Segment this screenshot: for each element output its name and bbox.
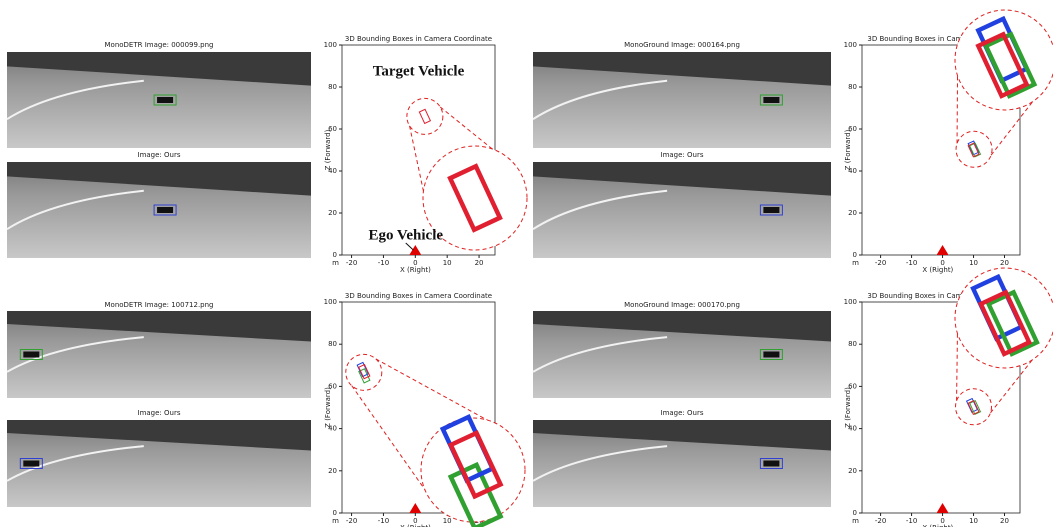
x-tick-label: 20 xyxy=(475,259,484,267)
x-tick-label: -20 xyxy=(346,259,357,267)
car xyxy=(23,352,39,358)
y-axis-label: Z (Forward) xyxy=(844,129,852,170)
y-tick-label: 80 xyxy=(848,83,857,91)
x-tick-label: 20 xyxy=(1000,259,1009,267)
plot-title: 3D Bounding Boxes in Camera Coordinate xyxy=(345,35,492,43)
car xyxy=(157,97,173,103)
y-tick-label: 20 xyxy=(848,209,857,217)
image-title: Image: Ours xyxy=(661,151,704,159)
plot-title: 3D Bounding Boxes in Camera Coordinate xyxy=(345,292,492,300)
unit-label: m xyxy=(852,517,859,525)
x-tick-label: -10 xyxy=(378,517,389,525)
unit-label: m xyxy=(852,259,859,267)
y-tick-label: 0 xyxy=(333,251,337,259)
image-title: MonoDETR Image: 100712.png xyxy=(105,301,214,309)
y-tick-label: 20 xyxy=(328,467,337,475)
unit-label: m xyxy=(332,517,339,525)
y-tick-label: 100 xyxy=(324,41,337,49)
x-axis-label: X (Right) xyxy=(922,266,953,274)
y-tick-label: 80 xyxy=(848,340,857,348)
x-tick-label: -20 xyxy=(875,517,886,525)
x-tick-label: -10 xyxy=(906,259,917,267)
y-tick-label: 80 xyxy=(328,83,337,91)
car xyxy=(23,461,39,467)
image-title: MonoGround Image: 000164.png xyxy=(624,41,740,49)
x-tick-label: -20 xyxy=(875,259,886,267)
x-tick-label: 10 xyxy=(443,517,452,525)
unit-label: m xyxy=(332,259,339,267)
car xyxy=(763,207,779,213)
y-tick-label: 80 xyxy=(328,340,337,348)
car xyxy=(763,461,779,467)
x-tick-label: -20 xyxy=(346,517,357,525)
annotation: Ego Vehicle xyxy=(368,227,443,243)
x-tick-label: 10 xyxy=(969,259,978,267)
y-tick-label: 100 xyxy=(324,298,337,306)
image-title: Image: Ours xyxy=(138,151,181,159)
y-tick-label: 100 xyxy=(844,41,857,49)
x-tick-label: -10 xyxy=(378,259,389,267)
y-tick-label: 0 xyxy=(853,251,857,259)
image-title: MonoGround Image: 000170.png xyxy=(624,301,740,309)
x-axis-label: X (Right) xyxy=(400,266,431,274)
y-tick-label: 100 xyxy=(844,298,857,306)
image-title: MonoDETR Image: 000099.png xyxy=(105,41,214,49)
car xyxy=(763,97,779,103)
annotation: Target Vehicle xyxy=(373,63,465,79)
x-tick-label: 10 xyxy=(443,259,452,267)
image-title: Image: Ours xyxy=(661,409,704,417)
figure: MonoDETR Image: 000099.png Image: Ours 3D … xyxy=(0,0,1053,527)
y-axis-label: Z (Forward) xyxy=(324,129,332,170)
y-tick-label: 20 xyxy=(848,467,857,475)
image-title: Image: Ours xyxy=(138,409,181,417)
car xyxy=(157,207,173,213)
y-axis-label: Z (Forward) xyxy=(324,387,332,428)
x-tick-label: 20 xyxy=(1000,517,1009,525)
y-tick-label: 20 xyxy=(328,209,337,217)
y-tick-label: 0 xyxy=(853,509,857,517)
x-tick-label: -10 xyxy=(906,517,917,525)
y-axis-label: Z (Forward) xyxy=(844,387,852,428)
car xyxy=(763,352,779,358)
y-tick-label: 0 xyxy=(333,509,337,517)
x-tick-label: 10 xyxy=(969,517,978,525)
